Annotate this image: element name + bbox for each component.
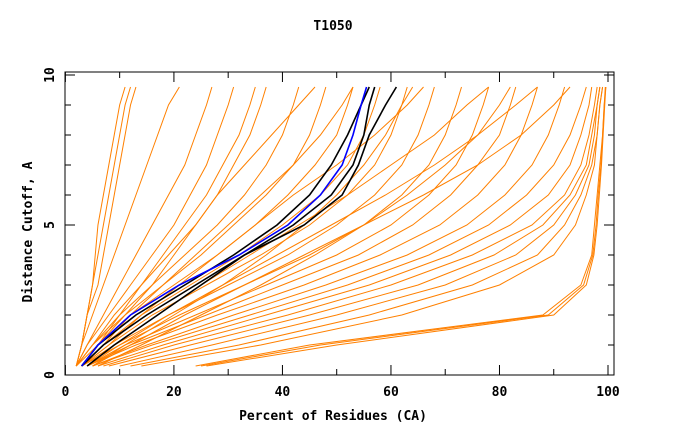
model-curve [97, 86, 511, 367]
model-curve [200, 86, 607, 367]
model-curve [81, 86, 435, 367]
model-curve [141, 86, 604, 367]
model-curve [75, 86, 235, 367]
model-curve [75, 86, 300, 367]
x-tick-label: 60 [383, 385, 399, 400]
model-curve [86, 86, 490, 367]
model-curve [92, 86, 587, 367]
highlight-curve-black [81, 86, 398, 367]
model-curve [75, 86, 213, 367]
model-curve [81, 86, 381, 367]
model-curve [103, 86, 598, 367]
highlight-curve-black [81, 86, 370, 367]
x-tick-label: 40 [275, 385, 291, 400]
x-tick-label: 100 [596, 385, 620, 400]
model-curve [206, 86, 607, 367]
model-curve [75, 86, 180, 367]
x-tick-label: 0 [61, 385, 69, 400]
model-curve [75, 86, 126, 367]
model-curve [81, 86, 354, 367]
y-tick-label: 5 [43, 221, 58, 229]
axis-ticks: 0 20 40 60 80 100 0 5 10 [43, 67, 620, 400]
x-tick-label: 80 [492, 385, 508, 400]
x-axis-label: Percent of Residues (CA) [239, 409, 427, 424]
model-curve [108, 86, 601, 367]
model-curve [75, 86, 267, 367]
highlight-curve-black [86, 86, 376, 367]
model-curve [86, 86, 538, 367]
model-curve [92, 86, 566, 367]
model-curve [75, 86, 137, 367]
x-tick-label: 20 [166, 385, 182, 400]
model-curve [81, 86, 408, 367]
model-curve [81, 86, 256, 367]
model-curve [75, 86, 327, 367]
highlight-curve-blue [81, 86, 368, 367]
model-curve [119, 86, 601, 367]
model-curve [81, 86, 316, 367]
y-axis-label: Distance Cutoff, A [21, 161, 36, 302]
plot-frame [64, 71, 615, 376]
model-curve [86, 86, 489, 367]
model-curve [97, 86, 593, 367]
y-tick-label: 0 [43, 371, 58, 379]
curves [75, 86, 607, 367]
chart-title: T1050 [313, 19, 352, 34]
model-curve [195, 86, 606, 367]
model-curve [86, 86, 538, 367]
model-curve [81, 86, 424, 367]
y-tick-label: 10 [43, 67, 58, 83]
